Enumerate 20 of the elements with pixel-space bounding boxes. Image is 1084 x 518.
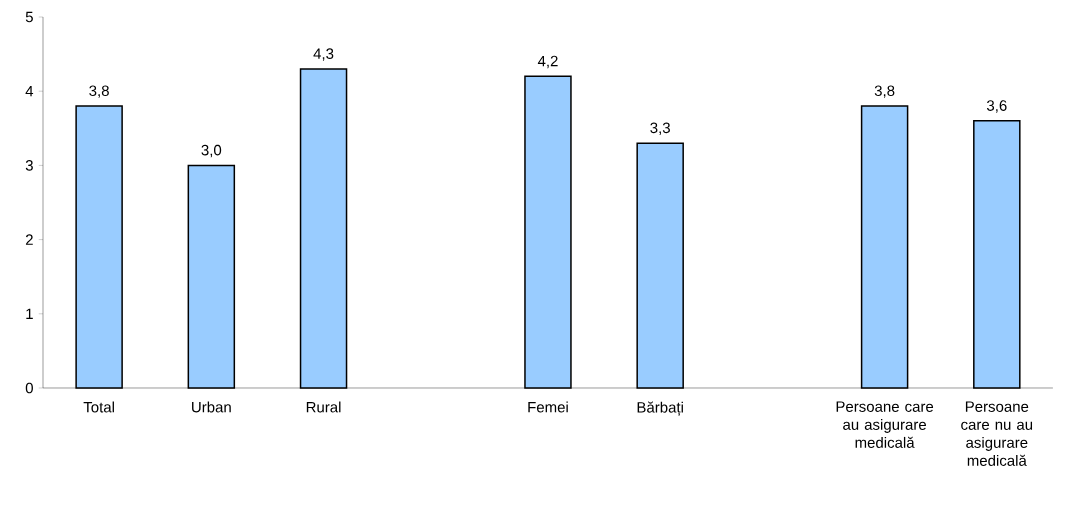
x-tick-label: Rural	[306, 401, 341, 413]
data-label: 3,6	[986, 100, 1007, 113]
y-tick-label: 3	[25, 160, 33, 171]
y-tick-label: 1	[26, 308, 33, 319]
x-tick-label: Persoane care au asigurare medicală	[836, 401, 934, 448]
data-label: 3,0	[201, 144, 222, 158]
x-tick-label: Total	[83, 401, 114, 413]
y-tick-label: 2	[25, 234, 33, 245]
y-tick-label: 0	[25, 382, 33, 394]
x-tick-label: Urban	[192, 401, 231, 413]
data-label: 4,2	[537, 55, 558, 69]
x-tick-label: Bărbați	[637, 401, 683, 416]
data-label: 3,8	[874, 85, 895, 98]
data-label: 3,8	[89, 85, 109, 98]
data-label: 4,3	[313, 48, 334, 61]
y-tick-label: 5	[25, 11, 33, 23]
y-tick-label: 4	[25, 86, 34, 97]
x-tick-label: Femei	[528, 401, 568, 413]
data-label: 3,3	[650, 122, 670, 135]
x-tick-label: Persoane care nu au asigurare medicală	[961, 401, 1033, 466]
